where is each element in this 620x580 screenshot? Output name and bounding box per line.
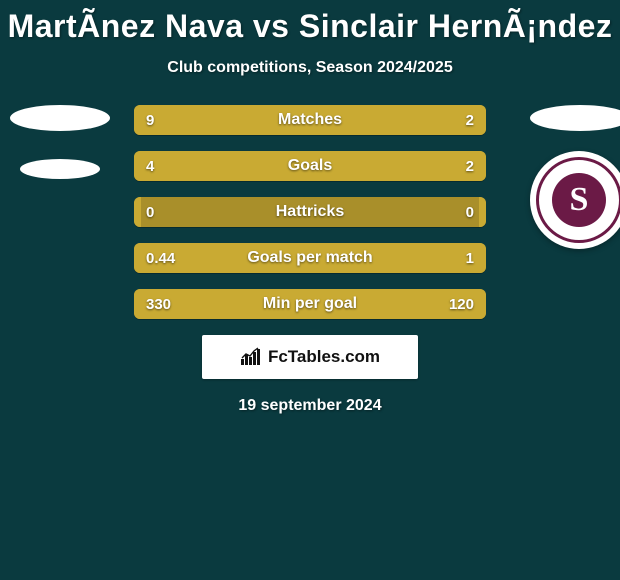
player-left-graphic	[10, 105, 110, 179]
club-logo-letter: S	[552, 173, 606, 227]
club-logo: S	[530, 151, 620, 249]
stat-label: Goals	[134, 151, 486, 181]
page-title: MartÃnez Nava vs Sinclair HernÃ¡ndez	[0, 0, 620, 45]
placeholder-oval	[530, 105, 620, 131]
stat-row: 00Hattricks	[134, 197, 486, 227]
comparison-content: S 92Matches 42Goals 00Hattricks 0.441Goals …	[0, 105, 620, 415]
stat-label: Min per goal	[134, 289, 486, 319]
stat-label: Goals per match	[134, 243, 486, 273]
placeholder-oval-small	[20, 159, 100, 179]
stat-row: 330120Min per goal	[134, 289, 486, 319]
brand-box: FcTables.com	[202, 335, 418, 379]
brand-text: FcTables.com	[268, 347, 380, 367]
stat-row: 0.441Goals per match	[134, 243, 486, 273]
bar-chart-icon	[240, 347, 262, 367]
stat-bars: 92Matches 42Goals 00Hattricks 0.441Goals pe…	[134, 105, 486, 319]
player-right-graphic: S	[530, 105, 620, 249]
stat-row: 92Matches	[134, 105, 486, 135]
subtitle: Club competitions, Season 2024/2025	[0, 59, 620, 77]
stat-label: Hattricks	[134, 197, 486, 227]
stat-label: Matches	[134, 105, 486, 135]
placeholder-oval	[10, 105, 110, 131]
stat-row: 42Goals	[134, 151, 486, 181]
date-text: 19 september 2024	[0, 397, 620, 415]
club-logo-ring	[536, 157, 620, 243]
